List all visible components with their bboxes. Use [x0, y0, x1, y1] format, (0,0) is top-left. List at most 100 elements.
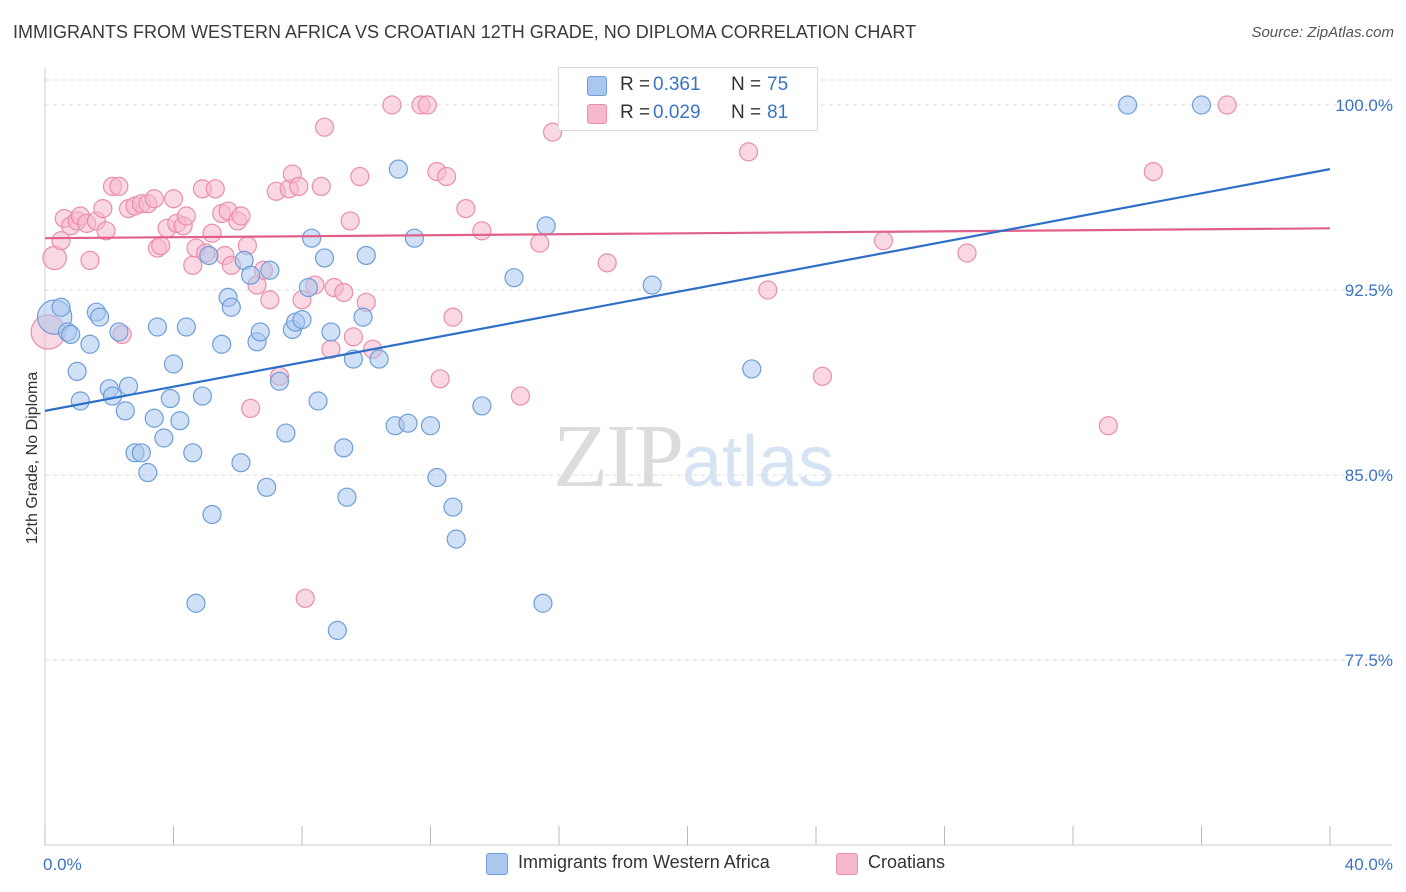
y-tick-label: 100.0%: [1335, 96, 1393, 115]
western-africa-point: [186, 593, 206, 613]
western-africa-point: [292, 310, 312, 330]
croatian-point: [334, 282, 354, 303]
croatian-point: [311, 176, 331, 196]
croatian-point: [314, 117, 335, 137]
western-africa-point: [443, 497, 463, 517]
western-africa-point: [533, 593, 553, 613]
watermark: ZIPatlas: [553, 405, 834, 508]
croatian-point: [51, 231, 71, 251]
western-africa-point: [51, 297, 71, 317]
croatians-trend-line: [44, 227, 1331, 240]
grid-lines: [45, 79, 1392, 661]
legend-r-value: 0.029: [653, 102, 701, 123]
western-africa-point: [67, 361, 87, 381]
legend-n-value: 81: [767, 102, 789, 123]
western-africa-point: [131, 443, 151, 463]
croatian-point: [295, 588, 315, 608]
western-africa-points: [36, 95, 1212, 641]
western-africa-point: [109, 322, 129, 342]
western-africa-point: [298, 277, 319, 298]
croatian-point: [382, 95, 402, 115]
western-africa-point: [231, 453, 251, 473]
western-africa-point: [536, 216, 556, 236]
western-africa-point: [163, 354, 184, 374]
western-africa-point: [642, 275, 662, 295]
legend-n-label: N =: [731, 102, 762, 123]
western-africa-point: [388, 159, 408, 179]
western-africa-point: [144, 408, 164, 428]
watermark-atlas: atlas: [682, 422, 835, 502]
western-africa-point: [369, 349, 389, 369]
y-tick-label: 77.5%: [1345, 651, 1393, 670]
western-africa-point: [446, 529, 466, 549]
western-africa-point: [504, 268, 524, 288]
chart-source: Source: ZipAtlas.com: [1251, 24, 1394, 41]
western-africa-point: [115, 401, 135, 421]
western-africa-point: [321, 322, 341, 342]
croatian-point: [202, 223, 222, 243]
western-africa-point: [70, 391, 90, 411]
croatian-point: [443, 307, 463, 327]
western-africa-point: [427, 467, 447, 488]
western-africa-point: [61, 324, 81, 344]
trend-lines: [44, 168, 1331, 412]
western-africa-point: [353, 307, 373, 327]
bottom-legend-western-africa: Immigrants from Western Africa: [486, 852, 770, 875]
croatian-point: [1143, 162, 1163, 182]
y-axis-label: 12th Grade, No Diploma: [24, 372, 41, 545]
western-africa-point: [160, 388, 180, 409]
tick-labels: 100.0% 92.5% 85.0% 77.5% 0.0% 40.0%: [43, 96, 1393, 874]
western-africa-point: [308, 391, 328, 411]
bottom-legend-label: Croatians: [868, 852, 946, 872]
stats-legend: R = 0.361 N = 75 R = 0.029 N = 81: [558, 67, 818, 131]
croatian-point: [176, 206, 196, 226]
croatian-point: [417, 95, 437, 115]
western-africa-point: [118, 376, 139, 396]
legend-n-value: 75: [767, 74, 789, 95]
y-tick-label: 85.0%: [1345, 466, 1393, 485]
croatian-point: [456, 199, 476, 219]
croatian-point: [96, 221, 116, 241]
croatian-point: [510, 386, 531, 406]
bottom-swatch-blue: [486, 853, 508, 875]
axes: [44, 68, 1392, 846]
croatian-point: [151, 236, 171, 256]
western-africa-point: [472, 396, 492, 416]
western-africa-point: [742, 359, 762, 379]
western-africa-point: [276, 423, 296, 443]
western-africa-point: [404, 228, 425, 248]
legend-r-label: R =: [620, 102, 651, 123]
croatian-point: [758, 280, 778, 300]
western-africa-point: [80, 334, 100, 354]
chart-title: IMMIGRANTS FROM WESTERN AFRICA VS CROATI…: [13, 22, 917, 42]
croatian-point: [343, 327, 363, 347]
croatian-point: [1098, 416, 1118, 436]
western-africa-point: [398, 413, 418, 433]
croatian-point: [163, 189, 184, 209]
western-africa-point: [356, 245, 376, 266]
western-africa-point: [202, 504, 222, 525]
croatian-point: [597, 253, 617, 273]
western-africa-point: [199, 245, 219, 266]
western-africa-point: [269, 371, 290, 391]
croatian-point: [231, 206, 251, 226]
x-tick-label: 0.0%: [43, 855, 82, 874]
bottom-legend-label: Immigrants from Western Africa: [518, 852, 770, 872]
legend-swatch-blue: [587, 76, 607, 96]
croatian-point: [80, 250, 100, 270]
western-africa-point: [147, 317, 168, 337]
croatian-point: [738, 142, 759, 162]
croatian-point: [957, 243, 977, 263]
croatian-point: [289, 176, 309, 196]
croatian-point: [530, 233, 550, 253]
bottom-swatch-pink: [836, 853, 858, 875]
western-africa-point: [176, 317, 196, 337]
croatian-point: [144, 189, 164, 209]
western-africa-point: [241, 265, 261, 285]
croatian-point: [873, 231, 894, 251]
x-tick-label: 40.0%: [1345, 855, 1393, 874]
legend-row-western-africa: R = 0.361 N = 75: [559, 72, 817, 100]
croatian-point: [350, 166, 370, 187]
western-africa-point: [138, 462, 158, 483]
